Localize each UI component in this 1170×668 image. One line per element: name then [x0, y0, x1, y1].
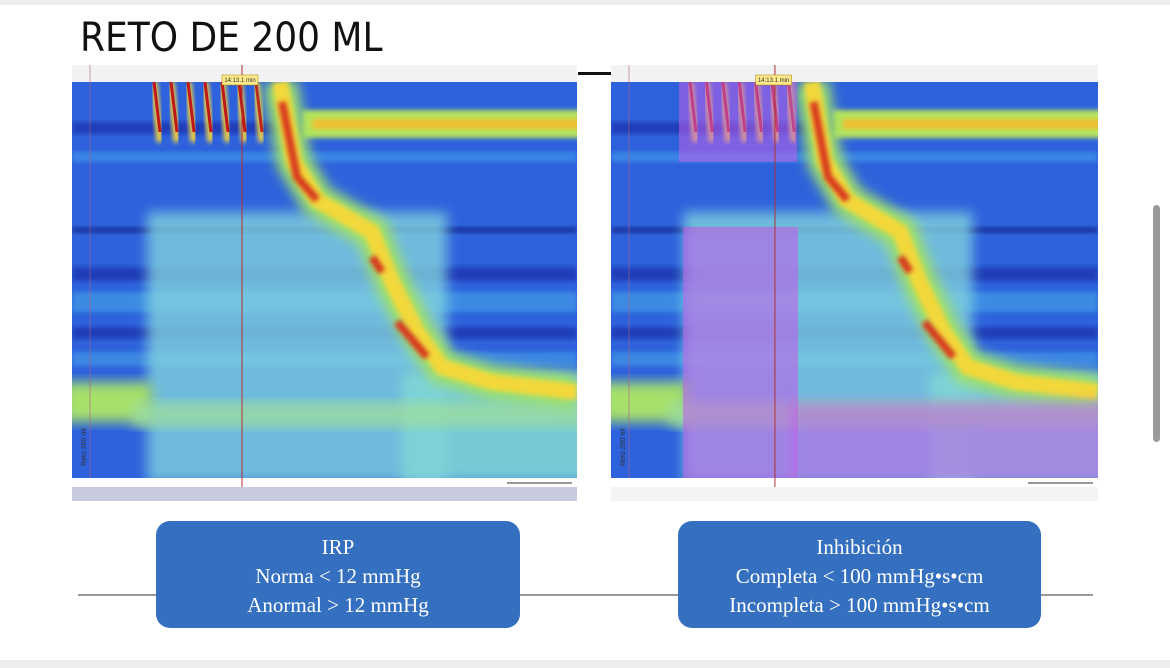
- info-box-bg: [678, 521, 1041, 628]
- info-line: Norma < 12 mmHg: [255, 564, 421, 588]
- wave-core: [278, 101, 431, 360]
- info-line: Anormal > 12 mmHg: [247, 593, 429, 617]
- swallow: [152, 82, 162, 133]
- bottom-band: [0, 660, 1170, 668]
- band: [72, 152, 577, 162]
- time-tag: [755, 74, 792, 86]
- overlay: [683, 227, 798, 478]
- time-tag: [221, 74, 259, 86]
- panel-header: [72, 65, 577, 82]
- info-box: Inhibición Completa < 100 mmHg•s•cm Incomp…: [678, 521, 1041, 628]
- overlay: [679, 82, 797, 162]
- ues-core: [312, 119, 577, 129]
- swallow: [186, 82, 196, 133]
- swallow: [220, 82, 230, 133]
- wave-mid: [803, 82, 1098, 400]
- swallow: [203, 82, 213, 133]
- swallow: [254, 82, 264, 133]
- info-line: Incompleta > 100 mmHg•s•cm: [729, 593, 989, 617]
- info-line: Inhibición: [816, 535, 903, 559]
- info-box-bg: [156, 521, 520, 628]
- band: [611, 152, 1098, 162]
- topography-panel: 14:13.1 min Reto 200 ml: [72, 65, 577, 501]
- swallow: [169, 82, 179, 133]
- plot: [611, 82, 1098, 478]
- panel-header: [611, 65, 1098, 82]
- time-tag-label: 14:13.1 min: [224, 78, 255, 84]
- wave-core: [809, 101, 957, 360]
- overlay: [791, 402, 1098, 478]
- info-line: IRP: [322, 535, 355, 559]
- axis-label: Reto 200 ml: [620, 428, 627, 466]
- wave-mid: [272, 82, 577, 400]
- info-line: Completa < 100 mmHg•s•cm: [736, 564, 984, 588]
- plot: [72, 82, 577, 478]
- dash: [578, 72, 611, 75]
- footer-bar: [611, 487, 1098, 501]
- scrollbar[interactable]: [1153, 205, 1160, 442]
- topography-panel: 14:13.1 min Reto 200 ml: [611, 65, 1098, 501]
- top-band: [0, 0, 1170, 5]
- ues-core: [842, 119, 1098, 129]
- time-tag-label: 14:13.1 min: [758, 78, 789, 84]
- info-box: IRP Norma < 12 mmHg Anormal > 12 mmHg: [156, 521, 520, 628]
- axis-label: Reto 200 ml: [81, 428, 88, 466]
- green-band: [132, 402, 577, 427]
- slide-title: RETO DE 200 ML: [80, 15, 383, 61]
- footer-bar: [72, 487, 577, 501]
